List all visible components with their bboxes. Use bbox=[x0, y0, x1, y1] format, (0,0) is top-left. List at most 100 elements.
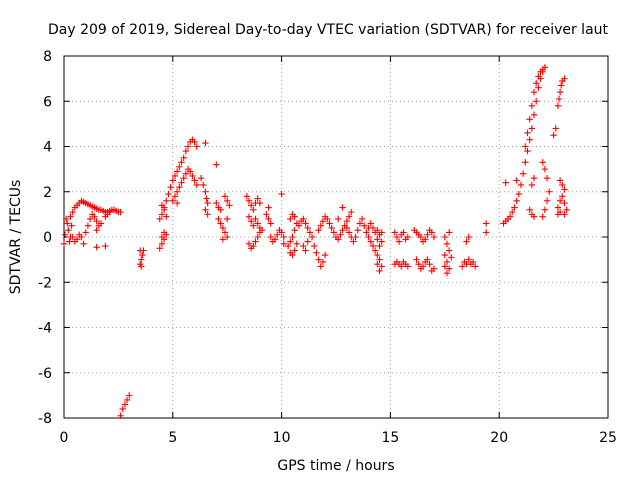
data-point bbox=[530, 111, 538, 119]
data-point bbox=[448, 254, 455, 261]
data-point bbox=[163, 197, 170, 204]
data-point bbox=[348, 208, 355, 216]
data-point bbox=[182, 147, 190, 155]
data-point bbox=[524, 129, 531, 137]
data-point bbox=[422, 236, 429, 243]
data-point bbox=[189, 172, 196, 180]
data-point bbox=[167, 184, 174, 191]
data-point bbox=[541, 206, 549, 214]
data-point bbox=[430, 233, 438, 241]
data-point bbox=[67, 213, 74, 220]
data-point bbox=[73, 236, 81, 243]
data-point bbox=[502, 179, 509, 186]
data-point bbox=[469, 258, 477, 266]
data-point bbox=[274, 231, 281, 238]
data-point bbox=[165, 190, 172, 198]
data-point bbox=[535, 73, 542, 80]
data-point bbox=[69, 233, 76, 241]
data-point bbox=[326, 220, 333, 227]
data-point bbox=[80, 240, 87, 247]
data-point bbox=[180, 154, 187, 162]
data-point bbox=[559, 193, 566, 200]
data-point bbox=[169, 177, 176, 184]
data-point bbox=[171, 172, 179, 180]
data-point bbox=[343, 224, 351, 232]
data-point bbox=[559, 181, 566, 189]
data-point bbox=[315, 227, 322, 234]
data-point bbox=[158, 211, 166, 218]
data-point bbox=[465, 233, 472, 241]
axis-ticks bbox=[63, 55, 609, 419]
data-point bbox=[243, 193, 250, 200]
data-point bbox=[391, 229, 398, 236]
data-point bbox=[117, 208, 124, 216]
data-point bbox=[532, 98, 540, 105]
data-point bbox=[245, 213, 253, 220]
data-point bbox=[300, 242, 307, 250]
data-point bbox=[369, 224, 377, 232]
data-point bbox=[213, 161, 220, 168]
data-point bbox=[552, 125, 559, 132]
data-point bbox=[445, 265, 453, 272]
data-point bbox=[247, 202, 255, 209]
data-point bbox=[219, 224, 227, 232]
data-point bbox=[511, 204, 518, 211]
data-point bbox=[522, 159, 529, 166]
data-point bbox=[245, 197, 253, 204]
data-point bbox=[160, 229, 168, 236]
data-point bbox=[176, 184, 183, 191]
data-point bbox=[138, 256, 145, 263]
data-point bbox=[65, 227, 72, 234]
data-point bbox=[556, 208, 564, 216]
data-point bbox=[404, 233, 412, 241]
x-axis-label: GPS time / hours bbox=[277, 458, 394, 474]
data-point bbox=[287, 215, 294, 223]
data-point bbox=[428, 229, 435, 236]
data-point bbox=[302, 220, 309, 227]
data-point bbox=[506, 213, 514, 220]
data-point bbox=[224, 233, 231, 241]
data-point bbox=[556, 197, 564, 204]
y-axis-label: SDTVAR / TECUs bbox=[8, 180, 24, 295]
x-tick-label: 20 bbox=[490, 430, 508, 446]
data-point bbox=[334, 236, 342, 243]
data-point bbox=[78, 233, 85, 241]
data-point bbox=[291, 227, 298, 234]
data-point bbox=[93, 217, 100, 225]
data-point bbox=[522, 143, 529, 150]
data-point bbox=[64, 220, 71, 227]
data-point bbox=[459, 263, 466, 270]
data-point bbox=[295, 222, 303, 229]
data-point bbox=[482, 220, 490, 227]
data-point bbox=[482, 229, 490, 236]
data-point bbox=[430, 265, 438, 272]
data-point bbox=[334, 215, 342, 223]
data-point bbox=[563, 206, 570, 214]
data-point bbox=[106, 208, 113, 216]
data-point bbox=[68, 222, 75, 229]
data-point bbox=[374, 236, 381, 243]
data-point bbox=[278, 190, 285, 198]
y-tick-label: 6 bbox=[43, 94, 52, 110]
data-point bbox=[293, 240, 301, 247]
data-point bbox=[546, 188, 553, 195]
data-point bbox=[539, 66, 546, 73]
data-point bbox=[374, 251, 381, 259]
data-point bbox=[367, 220, 375, 227]
data-point bbox=[304, 224, 311, 232]
data-point bbox=[287, 238, 294, 245]
data-point bbox=[224, 215, 231, 223]
data-point bbox=[271, 236, 279, 243]
x-tick-label: 25 bbox=[599, 430, 617, 446]
y-tick-label: -6 bbox=[38, 366, 52, 382]
y-tick-label: -2 bbox=[38, 275, 52, 291]
data-point bbox=[202, 188, 209, 195]
data-point bbox=[121, 401, 129, 408]
data-point bbox=[93, 227, 100, 234]
data-point bbox=[317, 222, 324, 229]
data-point bbox=[554, 102, 562, 109]
data-point bbox=[126, 392, 133, 399]
data-point bbox=[374, 227, 381, 234]
data-point bbox=[413, 256, 420, 263]
data-point bbox=[526, 136, 533, 143]
